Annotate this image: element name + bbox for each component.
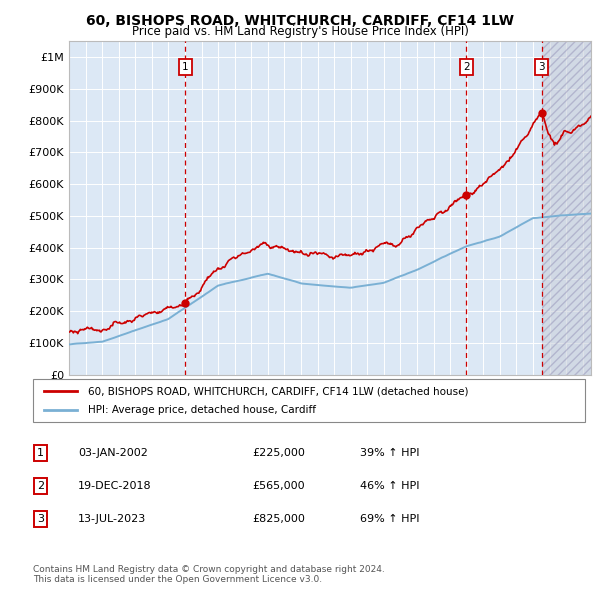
Text: £565,000: £565,000	[252, 481, 305, 491]
Text: 3: 3	[37, 514, 44, 524]
Text: Price paid vs. HM Land Registry's House Price Index (HPI): Price paid vs. HM Land Registry's House …	[131, 25, 469, 38]
Text: 60, BISHOPS ROAD, WHITCHURCH, CARDIFF, CF14 1LW: 60, BISHOPS ROAD, WHITCHURCH, CARDIFF, C…	[86, 14, 514, 28]
Text: 1: 1	[182, 62, 188, 72]
Text: HPI: Average price, detached house, Cardiff: HPI: Average price, detached house, Card…	[88, 405, 316, 415]
Text: 2: 2	[463, 62, 470, 72]
Text: £825,000: £825,000	[252, 514, 305, 524]
Bar	[542, 41, 591, 375]
Text: 69% ↑ HPI: 69% ↑ HPI	[360, 514, 419, 524]
Text: 03-JAN-2002: 03-JAN-2002	[78, 448, 148, 458]
Text: 19-DEC-2018: 19-DEC-2018	[78, 481, 152, 491]
Text: 13-JUL-2023: 13-JUL-2023	[78, 514, 146, 524]
Text: Contains HM Land Registry data © Crown copyright and database right 2024.
This d: Contains HM Land Registry data © Crown c…	[33, 565, 385, 584]
Text: 3: 3	[538, 62, 545, 72]
Text: 60, BISHOPS ROAD, WHITCHURCH, CARDIFF, CF14 1LW (detached house): 60, BISHOPS ROAD, WHITCHURCH, CARDIFF, C…	[88, 386, 469, 396]
Text: 1: 1	[37, 448, 44, 458]
Text: 2: 2	[37, 481, 44, 491]
Text: 39% ↑ HPI: 39% ↑ HPI	[360, 448, 419, 458]
FancyBboxPatch shape	[33, 379, 585, 422]
Text: 46% ↑ HPI: 46% ↑ HPI	[360, 481, 419, 491]
Text: £225,000: £225,000	[252, 448, 305, 458]
